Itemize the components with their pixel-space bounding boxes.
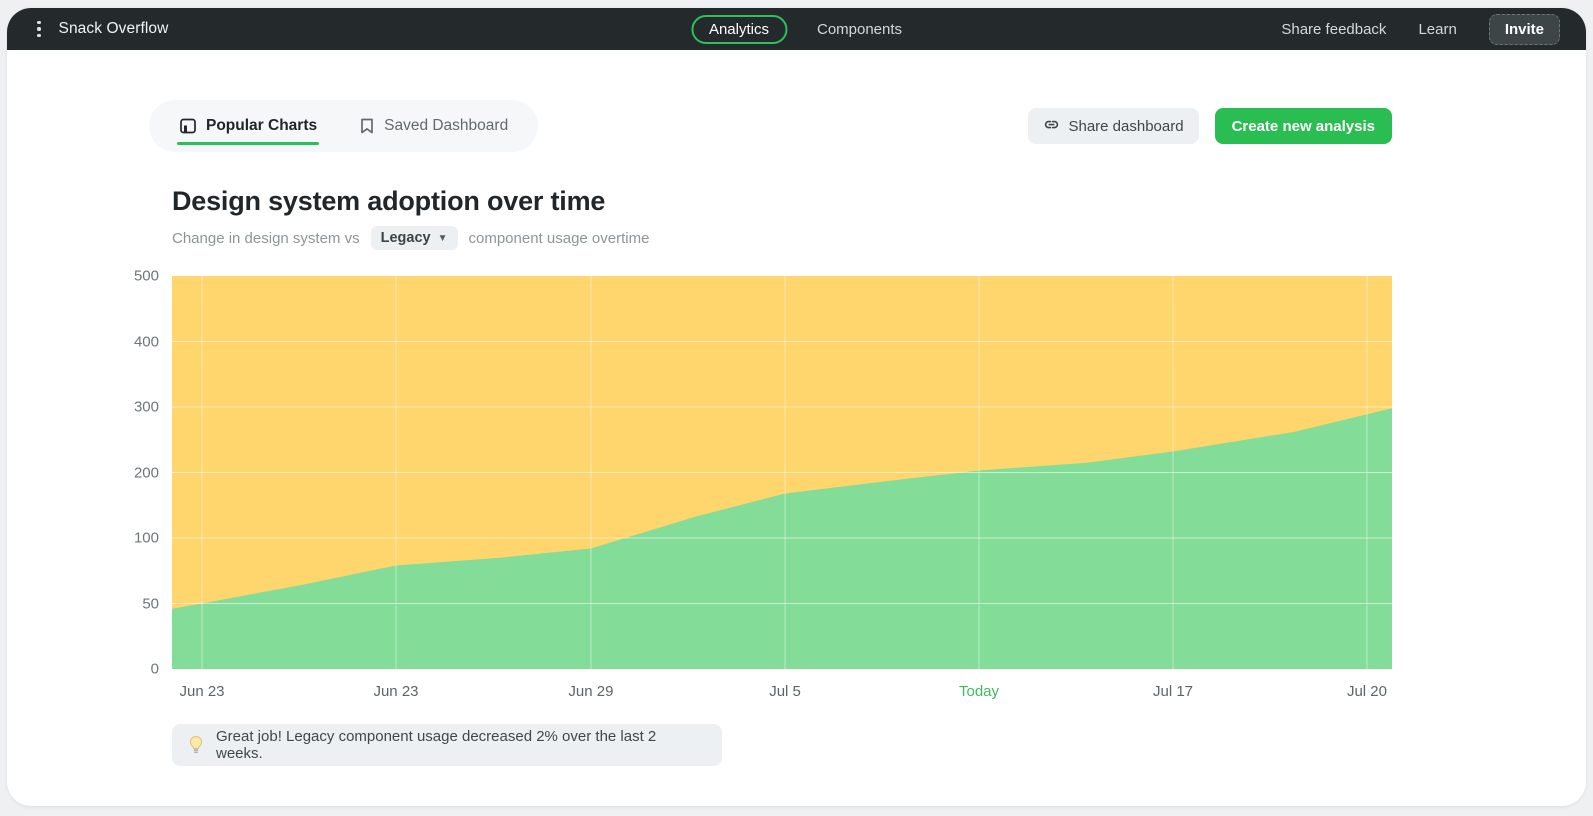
tab-saved-dashboard[interactable]: Saved Dashboard <box>359 100 508 152</box>
link-icon <box>1043 116 1060 137</box>
share-feedback-link[interactable]: Share feedback <box>1281 20 1387 38</box>
toolbar-actions: Share dashboard Create new analysis <box>1028 108 1392 144</box>
create-analysis-button[interactable]: Create new analysis <box>1214 108 1392 144</box>
tabs-container: Popular Charts Saved Dashboard <box>149 100 539 152</box>
main-content: Popular Charts Saved Dashboard <box>134 100 1392 766</box>
app-card: Snack Overflow Analytics Components Shar… <box>7 8 1586 806</box>
share-dashboard-button[interactable]: Share dashboard <box>1028 108 1199 144</box>
x-axis-label: Jul 17 <box>1152 683 1194 700</box>
tab-popular-charts[interactable]: Popular Charts <box>176 100 320 152</box>
y-axis-label: 0 <box>150 660 159 678</box>
chevron-down-icon: ▼ <box>437 232 448 244</box>
nav-right-group: Share feedback Learn Invite <box>1281 13 1560 45</box>
x-axis-label: Jun 23 <box>179 683 225 700</box>
x-axis-label: Jul 20 <box>1346 683 1387 700</box>
bookmark-icon <box>359 117 375 135</box>
x-axis-label: Today <box>959 683 1000 700</box>
kebab-menu-icon[interactable] <box>33 17 45 42</box>
bar-chart-icon <box>179 117 197 135</box>
tab-label: Saved Dashboard <box>384 117 509 134</box>
lightbulb-icon <box>188 735 204 755</box>
legacy-dropdown[interactable]: Legacy ▼ <box>370 226 458 250</box>
learn-link[interactable]: Learn <box>1418 20 1457 38</box>
y-axis-label: 200 <box>133 464 159 481</box>
y-axis-label: 50 <box>142 595 159 612</box>
chart-canvas <box>172 276 1392 669</box>
top-navbar: Snack Overflow Analytics Components Shar… <box>7 8 1586 50</box>
x-axis-labels: Jun 23 Jun 23 Jun 29 Jul 5 Today Jul 17 Jul 20 <box>172 681 1392 705</box>
share-dashboard-label: Share dashboard <box>1068 117 1184 135</box>
dropdown-value: Legacy <box>380 230 431 246</box>
x-axis-label: Jun 23 <box>373 683 419 700</box>
primary-nav: Analytics Components <box>690 8 903 50</box>
callout-text: Great job! Legacy component usage decrea… <box>216 728 657 762</box>
page-title: Design system adoption over time <box>172 186 606 216</box>
x-axis-label: Jul 5 <box>769 683 801 700</box>
brand-group: Snack Overflow <box>33 17 168 42</box>
chart-subtitle: Change in design system vs Legacy ▼ comp… <box>172 226 1392 250</box>
y-axis-label: 100 <box>133 529 159 547</box>
y-axis-label: 500 <box>133 267 159 285</box>
insight-callout: Great job! Legacy component usage decrea… <box>172 724 722 766</box>
area-chart: 0 50 100 200 300 400 500 <box>134 268 1392 678</box>
subtitle-suffix: component usage overtime <box>468 229 650 247</box>
nav-item-components[interactable]: Components <box>816 20 903 38</box>
brand-title: Snack Overflow <box>58 20 169 37</box>
y-axis-label: 300 <box>133 398 159 416</box>
nav-item-analytics[interactable]: Analytics <box>690 14 787 44</box>
subtitle-prefix: Change in design system vs <box>172 229 360 247</box>
toolbar: Popular Charts Saved Dashboard <box>149 100 1392 152</box>
x-axis-label: Jun 29 <box>568 683 614 700</box>
tab-label: Popular Charts <box>206 117 318 134</box>
y-axis-label: 400 <box>133 333 159 350</box>
invite-button[interactable]: Invite <box>1488 13 1560 45</box>
